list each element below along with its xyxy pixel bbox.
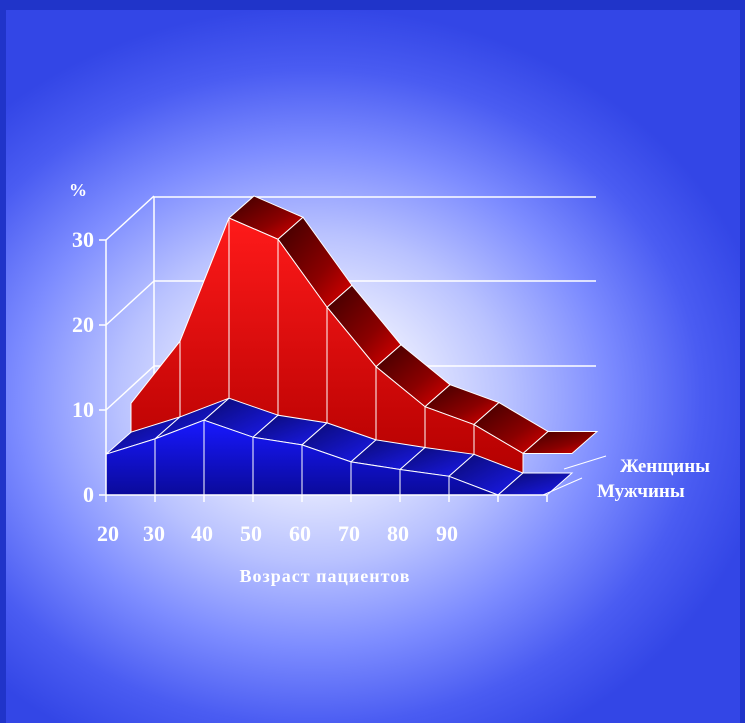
x-tick-label-70: 70 [338,521,360,546]
legend-leader-women [563,455,607,470]
side-wall-gridline [105,195,155,241]
legend-leader-men [542,477,583,496]
side-wall-gridline [105,365,155,411]
y-axis-unit: % [69,180,87,200]
y-tick-label-20: 20 [72,312,94,337]
legend-men: Мужчины [597,481,685,502]
ribbon-end-cap [521,430,599,454]
x-tick-label-40: 40 [191,521,213,546]
y-tick-label-0: 0 [83,482,94,507]
x-tick-label-50: 50 [240,521,262,546]
y-tick-label-30: 30 [72,227,94,252]
frame-left-border [0,0,6,723]
frame-top-border [0,0,745,10]
x-tick-label-80: 80 [387,521,409,546]
x-tick-label-60: 60 [289,521,311,546]
axis-layer: 0 10 20 30 20 30 40 50 60 70 80 90 [72,227,607,546]
frame-right-border [740,0,745,723]
x-tick-label-20: 20 [97,521,119,546]
side-wall-gridline [105,280,155,326]
label-layer: % Возраст пациентов Женщины Мужчины [69,180,710,586]
series-layer [105,195,599,496]
x-axis-title: Возраст пациентов [240,566,411,586]
x-tick-label-90: 90 [436,521,458,546]
y-tick-label-10: 10 [72,397,94,422]
legend-women: Женщины [620,456,710,477]
x-tick-label-30: 30 [143,521,165,546]
